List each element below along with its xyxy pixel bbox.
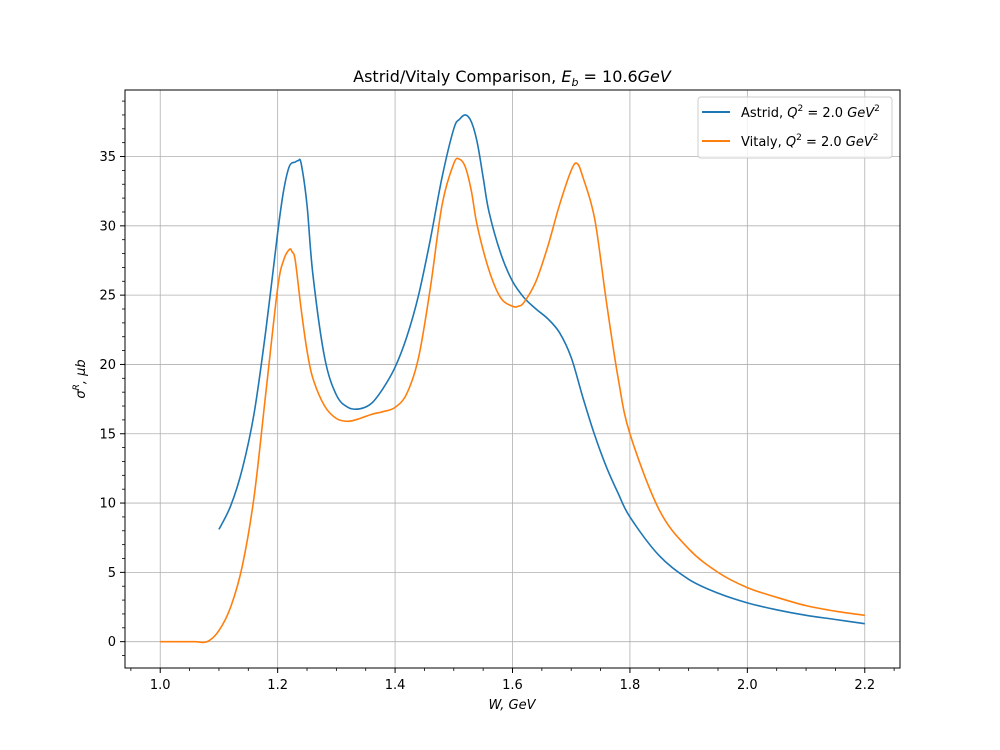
x-tick-label: 1.0 — [150, 678, 171, 693]
x-tick-label: 1.2 — [267, 678, 288, 693]
x-tick-label: 1.8 — [620, 678, 641, 693]
series-layer — [160, 114, 865, 644]
legend-box — [697, 96, 893, 159]
y-tick-label: 35 — [99, 150, 116, 165]
x-axis-label: W, GeV — [488, 698, 536, 713]
legend-label-vitaly: Vitaly, Q2 = 2.0 GeV2 — [741, 133, 879, 150]
y-tick-label: 5 — [108, 566, 116, 581]
legend: Astrid, Q2 = 2.0 GeV2 Vitaly, Q2 = 2.0 G… — [697, 96, 893, 159]
axis-ticks: 1.0 1.2 1.4 1.6 1.8 2.0 2.2 0 5 10 15 20 25 30 35 — [99, 100, 895, 693]
x-tick-label: 2.2 — [854, 678, 875, 693]
y-tick-label: 30 — [99, 219, 116, 234]
series-line-astrid — [218, 114, 865, 625]
x-tick-label: 1.6 — [502, 678, 523, 693]
x-tick-label: 2.0 — [737, 678, 758, 693]
series-line-vitaly — [160, 157, 865, 644]
y-axis-label: σR, μb — [72, 359, 89, 398]
y-tick-label: 25 — [99, 289, 116, 304]
y-tick-label: 0 — [108, 635, 116, 650]
chart-title: Astrid/Vitaly Comparison, Eb = 10.6GeV — [353, 67, 672, 89]
legend-label-astrid: Astrid, Q2 = 2.0 GeV2 — [741, 104, 880, 121]
y-tick-label: 15 — [99, 427, 116, 442]
y-tick-label: 10 — [99, 497, 116, 512]
x-tick-label: 1.4 — [385, 678, 406, 693]
grid — [125, 90, 900, 668]
y-tick-label: 20 — [99, 358, 116, 373]
